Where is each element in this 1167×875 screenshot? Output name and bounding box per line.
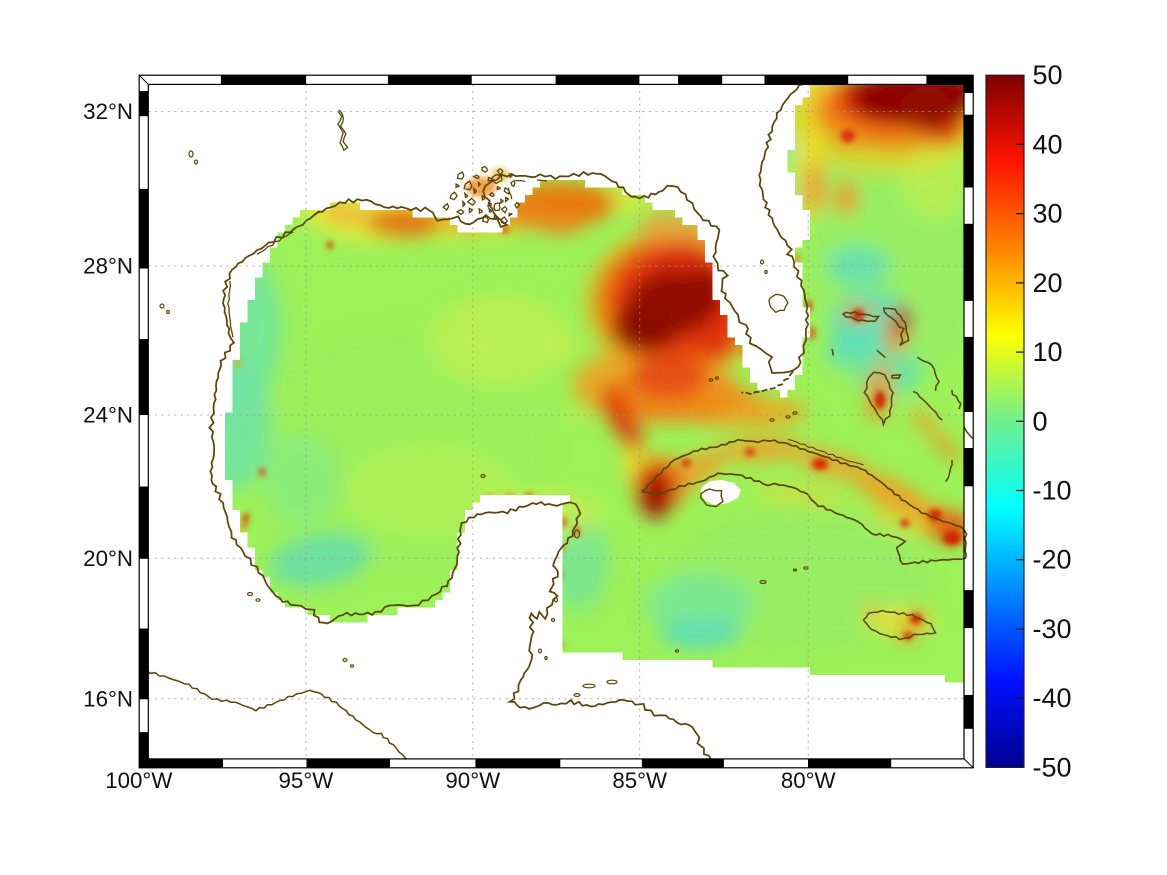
svg-text:-40: -40 [1033,683,1072,713]
svg-text:85°W: 85°W [612,768,667,793]
svg-text:-20: -20 [1033,545,1072,575]
svg-text:90°W: 90°W [445,768,500,793]
svg-text:28°N: 28°N [83,254,133,279]
svg-text:20: 20 [1033,268,1063,298]
svg-text:24°N: 24°N [83,403,133,428]
svg-text:30: 30 [1033,199,1063,229]
svg-text:0: 0 [1033,406,1048,436]
svg-text:50: 50 [1033,60,1063,90]
svg-text:80°W: 80°W [781,768,836,793]
svg-text:-50: -50 [1033,752,1072,782]
svg-text:32°N: 32°N [83,99,133,124]
svg-text:10: 10 [1033,337,1063,367]
svg-text:-10: -10 [1033,476,1072,506]
svg-text:100°W: 100°W [105,768,172,793]
svg-text:40: 40 [1033,129,1063,159]
svg-text:16°N: 16°N [83,686,133,711]
svg-text:95°W: 95°W [279,768,334,793]
svg-text:20°N: 20°N [83,546,133,571]
svg-text:-30: -30 [1033,614,1072,644]
